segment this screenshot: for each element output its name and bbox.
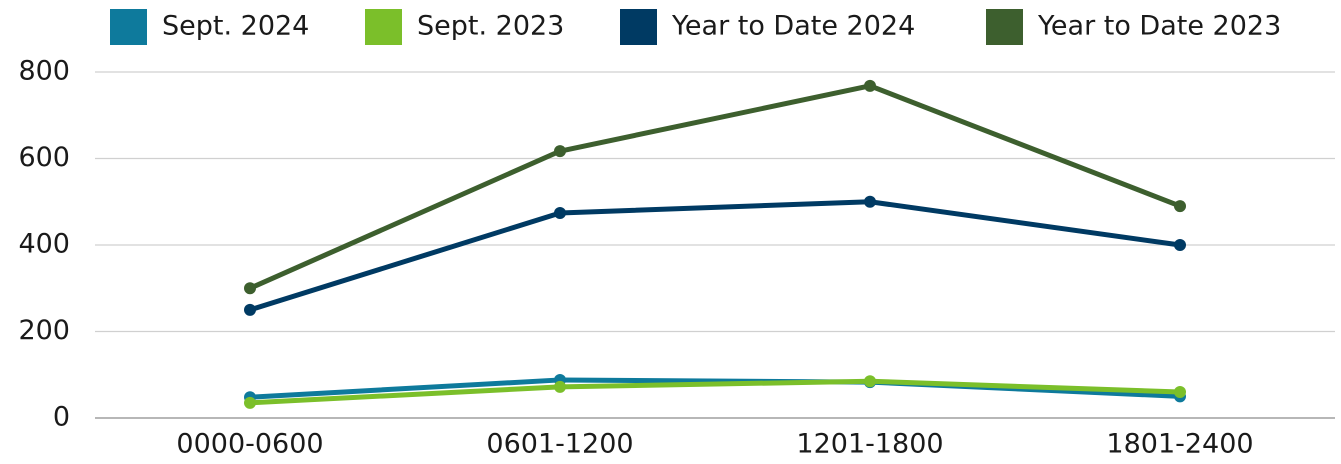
point — [554, 145, 566, 158]
point — [864, 79, 876, 92]
legend-label: Year to Date 2024 — [671, 11, 915, 42]
x-tick-label: 0000-0600 — [176, 429, 323, 460]
y-tick-label: 600 — [18, 142, 70, 173]
line — [249, 378, 1181, 406]
legend-label: Sept. 2024 — [162, 11, 309, 42]
x-tick-label: 1801-2400 — [1106, 429, 1253, 460]
legend-swatch — [110, 9, 147, 45]
point — [1174, 200, 1186, 213]
point — [554, 380, 566, 393]
legend-label: Year to Date 2023 — [1037, 11, 1281, 42]
point — [1174, 386, 1186, 399]
x-tick-label: 1201-1800 — [796, 429, 943, 460]
legend-swatch — [620, 9, 657, 45]
point — [864, 375, 876, 388]
legend-swatch — [986, 9, 1023, 45]
point — [244, 396, 256, 409]
line — [249, 377, 1181, 400]
point — [1174, 239, 1186, 251]
point — [244, 282, 256, 295]
point — [244, 303, 256, 316]
legend-swatch — [365, 9, 402, 45]
y-tick-label: 0 — [53, 402, 70, 433]
point — [864, 195, 876, 208]
legend-label: Sept. 2023 — [417, 11, 564, 42]
x-tick-label: 0601-1200 — [486, 429, 633, 460]
line — [248, 83, 1181, 291]
point — [554, 206, 566, 219]
y-tick-label: 800 — [18, 56, 70, 87]
y-tick-label: 400 — [18, 229, 70, 260]
y-tick-label: 200 — [18, 315, 70, 346]
line — [249, 199, 1181, 313]
